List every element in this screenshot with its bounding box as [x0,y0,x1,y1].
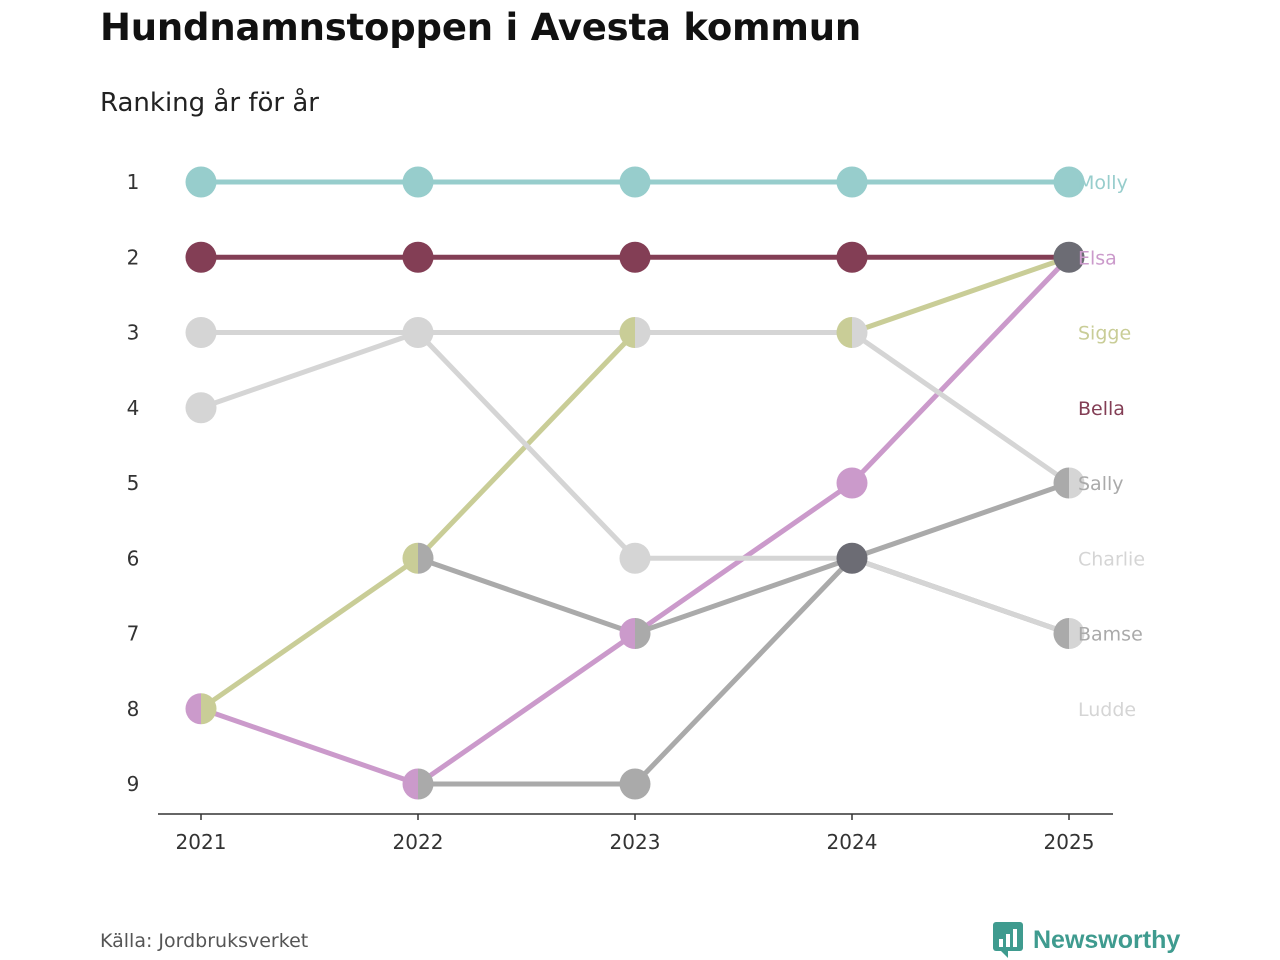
dot-ludde-2021 [185,392,217,424]
dot-elsa-2023 [619,618,635,649]
y-tick-label-3: 3 [127,321,140,345]
dot-sally-2022 [418,542,434,574]
x-axis: 2021 2022 2023 2024 2025 [158,813,1113,854]
dot-sigge-2024 [836,317,852,348]
x-tick-label-2025: 2025 [1044,830,1095,854]
line-charlie [201,330,1071,486]
dot-ludde-2023 [619,542,651,574]
dot-elsa-2024 [836,467,868,499]
series-label-charlie: Charlie [1078,548,1145,570]
y-tick-label-4: 4 [127,396,140,420]
dot-charlie-2022 [402,317,418,348]
dot-molly-2022 [402,166,434,198]
dot-ludde-2025 [1069,618,1085,649]
x-tick-label-2021: 2021 [176,830,227,854]
series-label-molly: Molly [1078,172,1128,194]
dot-molly-2023 [619,166,651,198]
series-end-labels: Molly Elsa Sigge Bella Sally Charlie Bamse Ludd… [1078,172,1145,721]
dot-ludde-2022 [418,317,434,348]
chart-title: Hundnamnstoppen i Avesta kommun [100,6,862,49]
series-label-sigge: Sigge [1078,323,1131,345]
dot-molly-2021 [185,166,217,198]
dot-elsa-2022 [402,768,418,800]
dot-sigge-2021 [201,693,217,725]
dot-charlie-2024 [852,317,868,348]
series-label-sally: Sally [1078,473,1124,495]
dot-bella-2021 [185,241,217,273]
dot-bamse-2022 [418,768,434,800]
dot-bella-2022 [402,241,434,273]
line-sally [417,480,1070,636]
dot-charlie-2025 [1069,467,1085,499]
newsworthy-logo: Newsworthy [993,922,1180,958]
y-tick-label-2: 2 [127,245,140,269]
y-tick-label-7: 7 [127,622,140,646]
newsworthy-wordmark: Newsworthy [1033,925,1181,954]
series-markers [185,166,1085,800]
series-label-bamse: Bamse [1078,624,1143,646]
dot-bamse-2025 [1053,618,1069,649]
dot-molly-2025 [1053,166,1085,198]
dot-sally-2023 [635,618,651,649]
dot-molly-2024 [836,166,868,198]
x-tick-label-2024: 2024 [827,830,878,854]
y-tick-label-8: 8 [127,697,140,721]
y-tick-label-6: 6 [127,546,140,570]
y-tick-label-5: 5 [127,471,140,495]
dot-shared-2024-rank-6 [836,542,868,574]
dot-bamse-2023 [619,768,651,800]
x-tick-label-2023: 2023 [610,830,661,854]
source-note: Källa: Jordbruksverket [100,930,309,952]
newsworthy-logo-icon [993,922,1023,958]
y-tick-label-9: 9 [127,772,140,796]
line-ludde [200,330,1070,636]
y-axis-ticks: 1 2 3 4 5 6 7 8 9 [127,170,140,796]
dot-sally-2025 [1053,467,1069,499]
chart-subtitle: Ranking år för år [100,88,319,118]
series-label-ludde: Ludde [1078,699,1136,721]
dot-charlie-2023 [635,317,651,348]
series-label-elsa: Elsa [1078,247,1117,269]
y-tick-label-1: 1 [127,170,140,194]
dot-bella-2024 [836,241,868,273]
dot-shared-2025-rank-2 [1053,241,1085,273]
dot-sigge-2023 [619,317,635,348]
dot-sigge-2022 [402,542,418,574]
x-tick-label-2022: 2022 [393,830,444,854]
dot-charlie-2021 [185,317,217,348]
dot-bella-2023 [619,241,651,273]
series-label-bella: Bella [1078,398,1125,420]
dot-elsa-2021 [185,693,201,725]
